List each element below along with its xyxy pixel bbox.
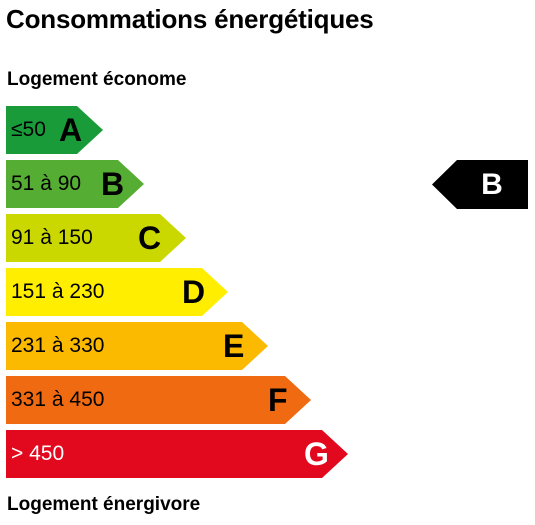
current-rating-letter: B [481, 168, 503, 201]
class-range-label: 51 à 90 [11, 172, 82, 195]
class-range-label: > 450 [11, 442, 65, 465]
class-letter: G [304, 436, 329, 472]
class-letter: D [182, 274, 206, 310]
class-range-label: 231 à 330 [11, 334, 105, 357]
energy-class-bar: > 450 G [6, 430, 348, 478]
energy-class-bar: 91 à 150 C [6, 214, 186, 262]
class-range-label: 151 à 230 [11, 280, 105, 303]
class-letter: E [223, 328, 245, 364]
class-range-label: 91 à 150 [11, 226, 93, 249]
class-a-arrow [6, 106, 103, 154]
class-f-arrow [6, 376, 311, 424]
page-title: Consommations énergétiques [6, 4, 374, 34]
class-d-arrow [6, 268, 228, 316]
energy-class-bar: 331 à 450 F [6, 376, 311, 424]
energy-class-bar: ≤50 A [6, 106, 103, 154]
class-letter: C [138, 220, 162, 256]
class-range-label: 331 à 450 [11, 388, 105, 411]
class-letter: F [268, 382, 288, 418]
class-g-arrow [6, 430, 348, 478]
class-b-arrow [6, 160, 144, 208]
class-range-label: ≤50 [11, 118, 46, 141]
energy-class-bar: 231 à 330 E [6, 322, 268, 370]
class-letter: A [59, 112, 83, 148]
energy-class-bar: 51 à 90 B [6, 160, 144, 208]
class-letter: B [101, 166, 125, 202]
energy-class-bar: 151 à 230 D [6, 268, 228, 316]
class-e-arrow [6, 322, 268, 370]
current-rating-marker: B [432, 160, 528, 209]
top-caption: Logement économe [7, 69, 187, 90]
bottom-caption: Logement énergivore [7, 494, 201, 515]
rating-pointer-arrow [432, 160, 528, 209]
class-c-arrow [6, 214, 186, 262]
